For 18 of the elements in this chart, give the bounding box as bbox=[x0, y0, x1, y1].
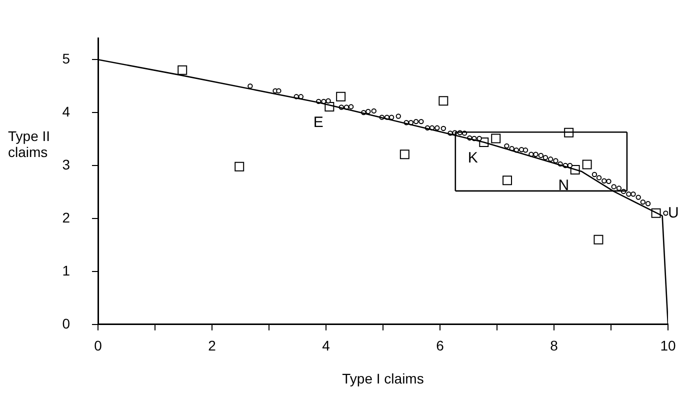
y-tick-label: 1 bbox=[62, 262, 70, 278]
y-tick-label: 4 bbox=[62, 103, 70, 120]
x-tick-label: 0 bbox=[94, 338, 102, 354]
y-tick-label: 0 bbox=[62, 315, 70, 332]
y-tick-label: 5 bbox=[62, 50, 70, 66]
x-tick-label: 2 bbox=[208, 338, 216, 354]
x-tick-label: 4 bbox=[322, 338, 330, 354]
x-axis-title: Type I claims bbox=[342, 370, 424, 386]
annotation: K bbox=[468, 149, 478, 166]
x-tick-label: 8 bbox=[550, 338, 558, 354]
annotation: N bbox=[558, 176, 570, 194]
y-tick-label: 3 bbox=[62, 156, 70, 172]
annotation: U bbox=[668, 204, 679, 222]
x-tick-label: 10 bbox=[660, 338, 676, 354]
annotation: E bbox=[313, 114, 324, 131]
y-axis-title: Type II claims bbox=[8, 128, 52, 160]
y-tick-label: 2 bbox=[62, 209, 70, 226]
x-tick-label: 6 bbox=[436, 338, 444, 354]
